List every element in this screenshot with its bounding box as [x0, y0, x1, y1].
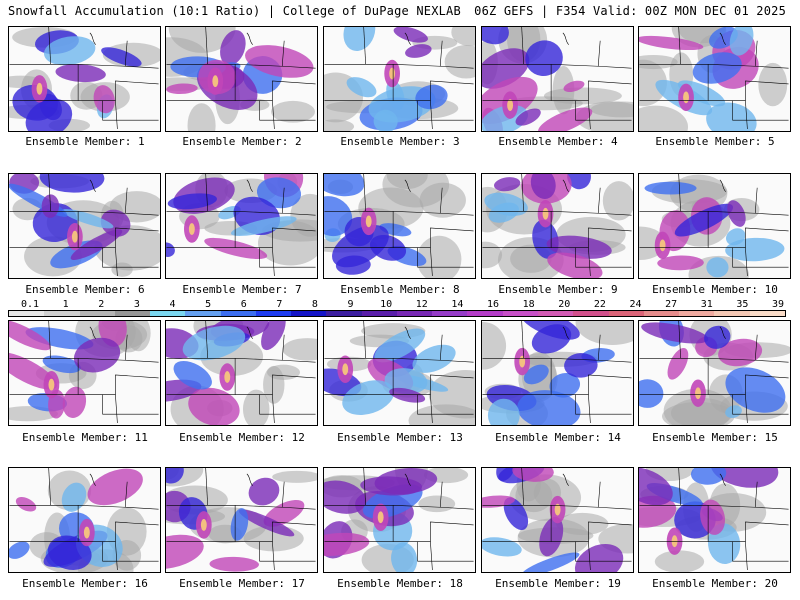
colorscale-tick-label: 1 — [62, 299, 69, 310]
member-label: Ensemble Member: 16 — [22, 577, 148, 590]
valid-time: 06Z GEFS | F354 Valid: 00Z MON DEC 01 20… — [474, 4, 786, 18]
colorscale-swatch — [220, 311, 256, 316]
member-map-panel — [165, 320, 318, 426]
member-map-panel — [638, 320, 791, 426]
member-map-panel — [8, 173, 161, 279]
colorscale-swatch — [361, 311, 397, 316]
member-map-panel — [8, 467, 161, 573]
colorscale-tick-label: 12 — [415, 299, 428, 310]
colorscale-swatch — [185, 311, 221, 316]
member-map-panel — [165, 467, 318, 573]
member-map-panel — [323, 320, 476, 426]
member-label: Ensemble Member: 3 — [340, 135, 460, 148]
colorscale-swatch — [643, 311, 680, 316]
member-label: Ensemble Member: 15 — [652, 431, 778, 444]
member-map-panel — [481, 26, 634, 132]
colorscale-tick-label: 10 — [380, 299, 393, 310]
colorscale-tick-label: 8 — [311, 299, 318, 310]
colorscale-tick-label: 4 — [169, 299, 176, 310]
map-title: Snowfall Accumulation (10:1 Ratio) | Col… — [8, 4, 461, 18]
member-label: Ensemble Member: 4 — [498, 135, 618, 148]
member-map-panel — [638, 173, 791, 279]
member-map-panel — [323, 467, 476, 573]
colorscale-tick-label: 22 — [593, 299, 606, 310]
colorscale-swatch — [291, 311, 327, 316]
colorscale-swatch — [9, 311, 45, 316]
colorscale-tick-label: 18 — [522, 299, 535, 310]
member-label: Ensemble Member: 8 — [340, 283, 460, 296]
colorscale-swatch — [255, 311, 292, 316]
member-map-panel — [481, 173, 634, 279]
member-map-panel — [638, 26, 791, 132]
colorscale-swatch — [432, 311, 468, 316]
colorscale-swatch — [749, 311, 785, 316]
member-label: Ensemble Member: 13 — [337, 431, 463, 444]
member-label: Ensemble Member: 14 — [495, 431, 621, 444]
member-label: Ensemble Member: 10 — [652, 283, 778, 296]
colorscale-tick-label: 20 — [558, 299, 571, 310]
colorscale-tick-label: 5 — [205, 299, 212, 310]
colorscale-tick-label: 39 — [771, 299, 785, 310]
colorscale-swatch — [714, 311, 750, 316]
member-label: Ensemble Member: 12 — [179, 431, 305, 444]
member-map-panel — [165, 26, 318, 132]
colorscale-swatch — [114, 311, 151, 316]
member-label: Ensemble Member: 17 — [179, 577, 305, 590]
member-map-panel — [8, 320, 161, 426]
colorscale-swatch — [467, 311, 503, 316]
colorscale-tick-label: 35 — [736, 299, 749, 310]
colorscale-bar — [8, 310, 786, 317]
colorscale-tick-label: 14 — [451, 299, 464, 310]
colorscale-swatch — [396, 311, 433, 316]
member-map-panel — [8, 26, 161, 132]
member-label: Ensemble Member: 1 — [25, 135, 145, 148]
colorscale-tick-label: 2 — [98, 299, 105, 310]
colorscale-tick-label: 31 — [700, 299, 713, 310]
member-map-panel — [165, 173, 318, 279]
colorscale-swatch — [608, 311, 644, 316]
member-label: Ensemble Member: 7 — [182, 283, 302, 296]
colorscale-swatch — [79, 311, 115, 316]
member-map-panel — [323, 26, 476, 132]
colorscale-swatch — [679, 311, 715, 316]
member-label: Ensemble Member: 11 — [22, 431, 148, 444]
colorscale-tick-label: 24 — [629, 299, 642, 310]
member-label: Ensemble Member: 9 — [498, 283, 618, 296]
colorscale-tick-label: 3 — [133, 299, 140, 310]
member-label: Ensemble Member: 19 — [495, 577, 621, 590]
member-label: Ensemble Member: 6 — [25, 283, 145, 296]
member-label: Ensemble Member: 20 — [652, 577, 778, 590]
colorscale-tick-label: 27 — [665, 299, 678, 310]
colorscale-swatch — [44, 311, 80, 316]
colorscale-swatch — [326, 311, 362, 316]
colorscale-tick-label: 0.1 — [20, 299, 40, 310]
snowfall-colorscale: 0.1 1 2 3 4 5 6 7 8 9 10 12 14 16 18 20 22 24 27 31 35 39 — [8, 299, 786, 317]
member-label: Ensemble Member: 5 — [655, 135, 775, 148]
colorscale-swatch — [502, 311, 538, 316]
colorscale-tick-label: 9 — [347, 299, 354, 310]
member-label: Ensemble Member: 2 — [182, 135, 302, 148]
colorscale-swatch — [150, 311, 186, 316]
colorscale-swatch — [537, 311, 574, 316]
member-map-panel — [323, 173, 476, 279]
colorscale-swatch — [573, 311, 609, 316]
member-map-panel — [638, 467, 791, 573]
colorscale-tick-label: 16 — [487, 299, 500, 310]
colorscale-tick-label: 7 — [276, 299, 283, 310]
member-label: Ensemble Member: 18 — [337, 577, 463, 590]
member-map-panel — [481, 320, 634, 426]
member-map-panel — [481, 467, 634, 573]
colorscale-tick-label: 6 — [240, 299, 247, 310]
